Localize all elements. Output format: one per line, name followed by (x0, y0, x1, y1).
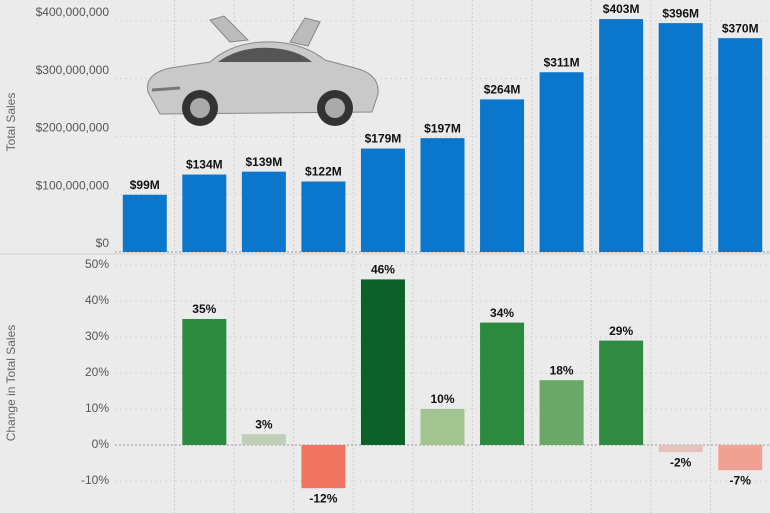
bar (182, 174, 227, 252)
value-label: $139M (246, 155, 283, 169)
bar (539, 72, 584, 252)
y-axis-title: Change in Total Sales (4, 325, 18, 442)
y-tick-label: 10% (85, 401, 109, 415)
value-label: 3% (255, 417, 273, 431)
y-tick-label: 40% (85, 293, 109, 307)
y-tick-label: $0 (96, 236, 110, 250)
bar (360, 148, 405, 252)
bar (420, 138, 465, 252)
bar (241, 171, 286, 252)
value-label: 18% (550, 363, 574, 377)
bar (658, 23, 703, 253)
y-tick-label: 0% (92, 437, 110, 451)
y-tick-label: 30% (85, 329, 109, 343)
value-label: $264M (484, 83, 521, 97)
value-label: 10% (430, 392, 454, 406)
bar (599, 19, 644, 252)
y-tick-label: $200,000,000 (36, 121, 110, 135)
bar (360, 279, 405, 445)
value-label: -2% (670, 455, 692, 469)
bar (301, 181, 346, 252)
value-label: $179M (365, 132, 402, 146)
car-illustration (146, 15, 379, 126)
y-tick-label: -10% (81, 473, 109, 487)
y-axis-title: Total Sales (4, 93, 18, 152)
y-tick-label: $400,000,000 (36, 5, 110, 19)
bar (122, 194, 167, 252)
bar (539, 380, 584, 445)
value-label: -12% (309, 491, 337, 505)
value-label: $122M (305, 165, 342, 179)
bar (241, 434, 286, 445)
value-label: 35% (192, 302, 216, 316)
bar (480, 322, 525, 445)
value-label: -7% (730, 473, 752, 487)
y-tick-label: 50% (85, 257, 109, 271)
bar (599, 340, 644, 445)
value-label: 34% (490, 306, 514, 320)
value-label: $99M (130, 178, 160, 192)
bar (480, 99, 525, 252)
value-label: $403M (603, 2, 640, 16)
value-label: $311M (544, 55, 580, 69)
bar (718, 38, 763, 252)
bar (658, 444, 703, 453)
bar (420, 408, 465, 445)
value-label: 46% (371, 263, 395, 277)
bar (301, 444, 346, 489)
bar (718, 444, 763, 471)
value-label: 29% (609, 324, 633, 338)
y-tick-label: $300,000,000 (36, 63, 110, 77)
value-label: $396M (662, 6, 699, 20)
value-label: $134M (186, 158, 223, 172)
bar (182, 318, 227, 445)
value-label: $197M (424, 121, 461, 135)
y-tick-label: 20% (85, 365, 109, 379)
value-label: $370M (722, 21, 759, 35)
y-tick-label: $100,000,000 (36, 178, 110, 192)
